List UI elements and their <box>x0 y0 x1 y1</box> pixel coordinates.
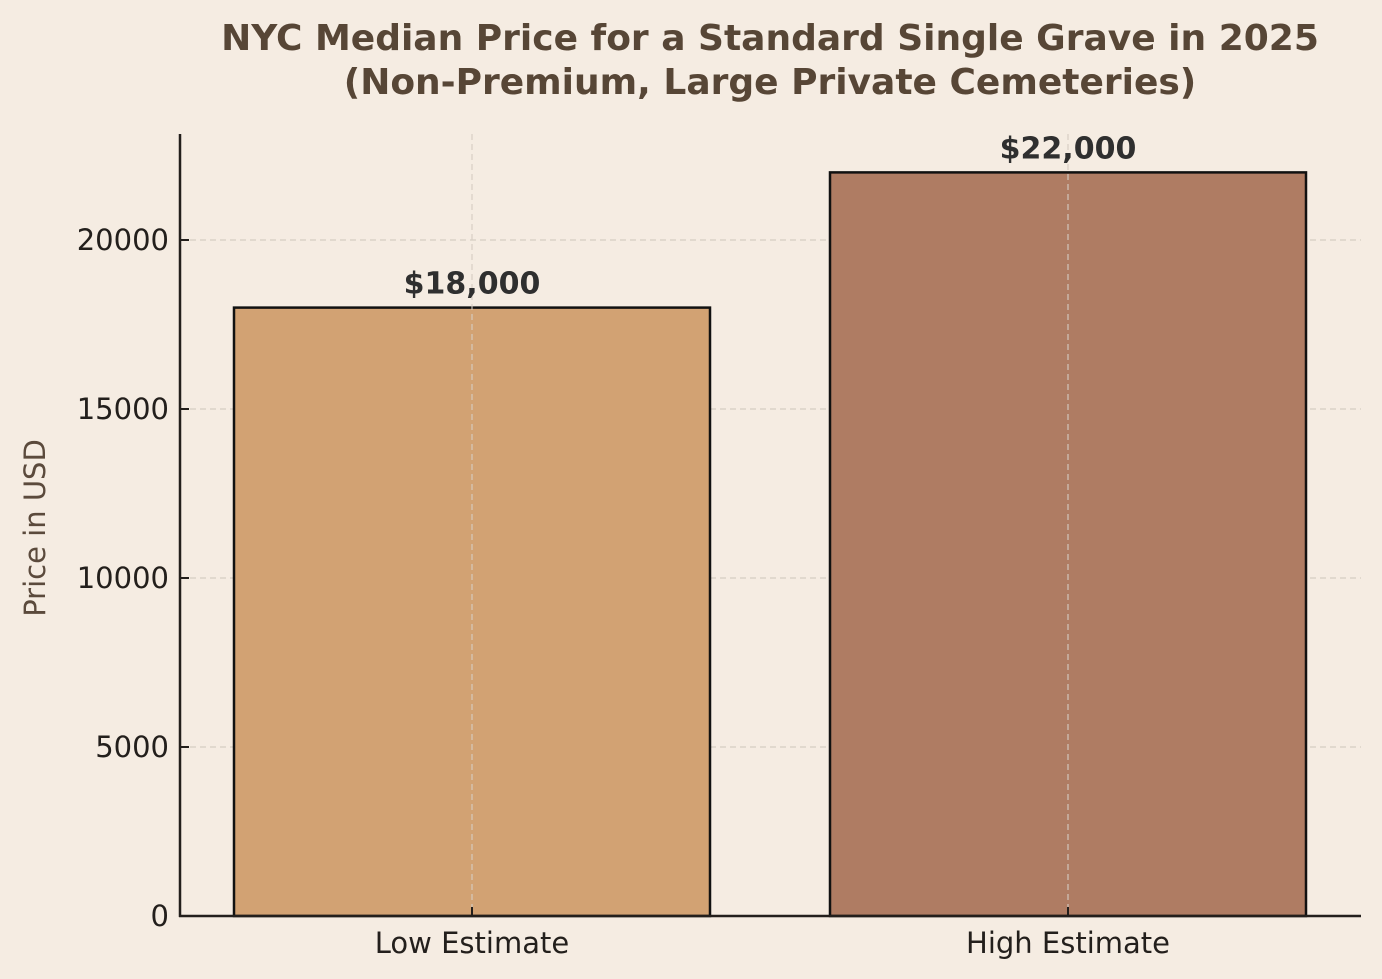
y-axis-ticks: 0 5000 10000 15000 20000 <box>77 223 189 933</box>
value-labels: $18,000 $22,000 <box>404 131 1137 301</box>
chart-title-line-2: (Non-Premium, Large Private Cemeteries) <box>344 62 1197 103</box>
chart-title-line-1: NYC Median Price for a Standard Single G… <box>221 18 1319 59</box>
x-tick-label: Low Estimate <box>375 926 569 960</box>
y-tick-label: 0 <box>151 899 169 933</box>
y-tick-label: 20000 <box>77 223 169 257</box>
y-tick-label: 15000 <box>77 392 169 426</box>
x-axis-ticks: Low Estimate High Estimate <box>375 907 1170 960</box>
y-tick-label: 10000 <box>77 561 169 595</box>
x-tick-label: High Estimate <box>966 926 1170 960</box>
y-axis-label: Price in USD <box>18 439 52 617</box>
vertical-grid-lines <box>471 134 1069 916</box>
y-tick-label: 5000 <box>95 730 169 764</box>
value-label: $22,000 <box>1000 131 1137 166</box>
value-label: $18,000 <box>404 267 541 302</box>
